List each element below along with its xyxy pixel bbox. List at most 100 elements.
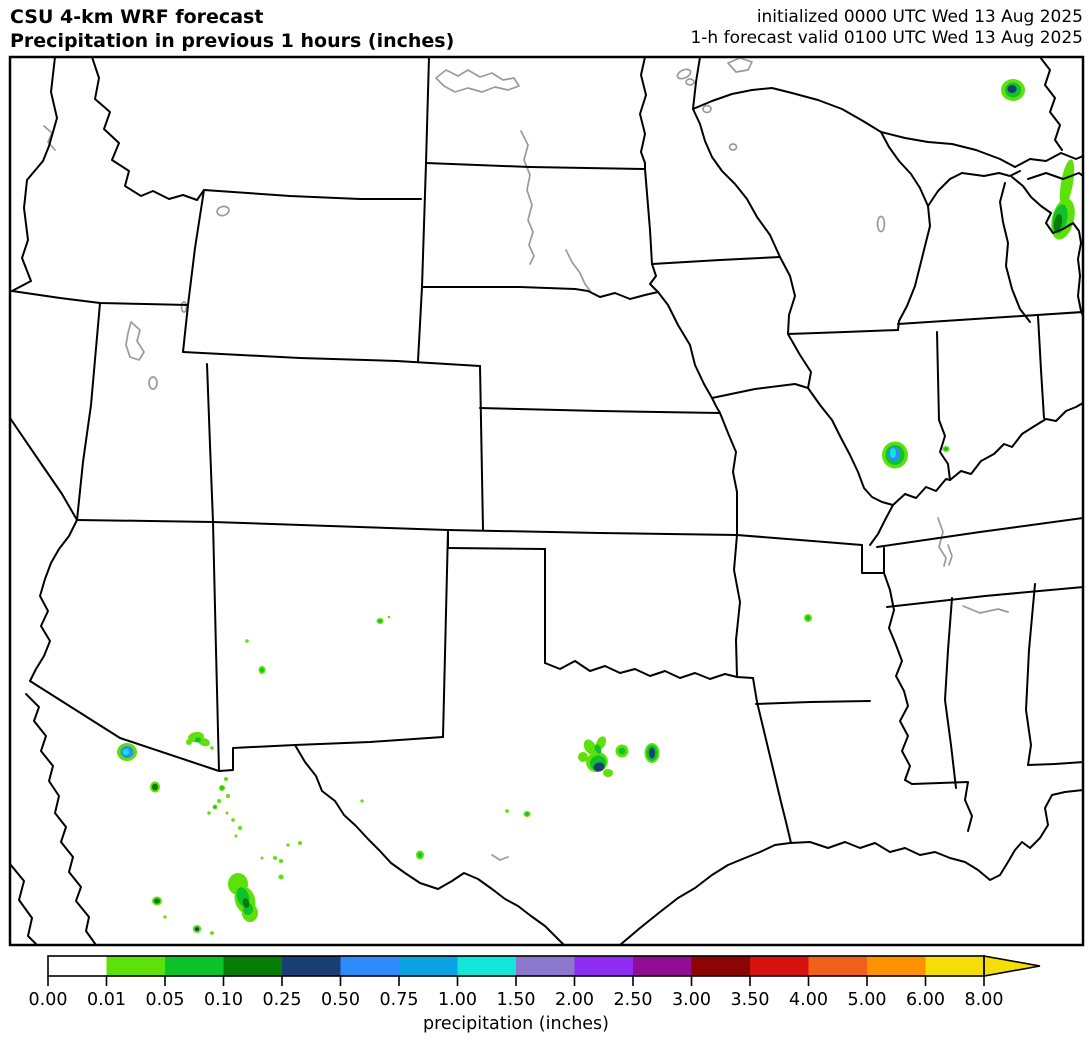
river-missouri-sd — [565, 249, 592, 293]
precip-cell — [220, 786, 224, 790]
state-border-path — [711, 383, 809, 399]
snake-river — [43, 125, 56, 151]
state-border-path — [442, 529, 449, 738]
precip-cell — [245, 639, 249, 643]
precip-cell — [224, 777, 228, 781]
state-border-path — [76, 519, 738, 536]
precip-cell — [260, 668, 264, 672]
colorbar-tick-label: 0.05 — [146, 990, 185, 1010]
colorbar-segment — [867, 956, 926, 976]
state-border-path — [1025, 583, 1036, 766]
lake-barkley — [947, 544, 953, 566]
mississippi-river-border — [779, 256, 894, 506]
state-border-path — [182, 351, 481, 367]
state-border-path — [447, 547, 546, 550]
precip-cell — [286, 843, 290, 847]
precip-cell — [1007, 85, 1017, 93]
colorbar-segment — [223, 956, 282, 976]
gulf-coastline — [619, 789, 1082, 944]
coastline-path — [11, 863, 38, 944]
colorbar-tick-label: 0.75 — [380, 990, 419, 1010]
colorbar-caption: precipitation (inches) — [422, 1014, 609, 1034]
colorbar-arrow — [983, 955, 1041, 977]
state-border-path — [1037, 315, 1045, 419]
state-border-path — [876, 517, 1082, 548]
map-frame — [8, 55, 1085, 947]
colorbar-tick-label: 2.00 — [555, 990, 594, 1010]
state-border-path — [1027, 761, 1082, 766]
coastline-path — [692, 58, 701, 110]
colorbar-tick-label: 3.50 — [731, 990, 770, 1010]
colorbar-tick-label: 0.25 — [263, 990, 302, 1010]
run-info: initialized 0000 UTC Wed 13 Aug 2025 1-h… — [690, 7, 1083, 49]
great-salt-lake — [125, 321, 145, 361]
colorbar-tick-label: 0.01 — [87, 990, 126, 1010]
kentucky-lake — [937, 517, 947, 567]
precip-cell — [122, 749, 130, 755]
init-time-line: initialized 0000 UTC Wed 13 Aug 2025 — [756, 7, 1083, 27]
precip-cell — [273, 856, 277, 860]
precip-cell — [154, 898, 160, 904]
lake-mille-lacs — [702, 104, 712, 114]
state-border-path — [417, 58, 430, 362]
coastline-path — [1027, 172, 1082, 180]
state-border-path — [752, 677, 792, 844]
precip-cell — [298, 841, 302, 845]
title-line-2: Precipitation in previous 1 hours (inche… — [10, 30, 455, 52]
coastline-path — [927, 172, 963, 207]
tennessee-river — [962, 605, 1009, 614]
colorbar-tick-label: 1.50 — [497, 990, 536, 1010]
state-border-path — [644, 168, 659, 293]
precip-cell — [195, 737, 201, 743]
river-fort-peck — [435, 69, 520, 93]
precip-cell — [578, 752, 588, 762]
colorbar-tick-label: 8.00 — [965, 990, 1004, 1010]
coastline-path — [25, 693, 97, 944]
river-missouri-nd — [520, 130, 535, 265]
colorbar-segment — [808, 956, 867, 976]
precip-cell — [278, 859, 284, 863]
precip-cell — [152, 783, 158, 791]
state-border-path — [479, 365, 484, 531]
colorbar-tick-label: 0.50 — [321, 990, 360, 1010]
precip-cell — [944, 447, 948, 451]
state-border-path — [203, 189, 422, 200]
state-border-path — [861, 544, 885, 574]
precip-cell — [186, 739, 192, 745]
colorbar-segment — [282, 956, 341, 976]
colorbar-segment — [574, 956, 633, 976]
state-border-path — [76, 302, 101, 521]
state-borders-layer — [11, 58, 1082, 944]
state-border-path — [736, 534, 863, 546]
precip-cell — [217, 799, 221, 803]
colorbar-segment — [48, 956, 107, 976]
rio-conchos — [491, 854, 509, 861]
colorbar-segment — [165, 956, 224, 976]
yellowstone-lake — [216, 205, 230, 217]
coastline-path — [1011, 176, 1082, 317]
coastline-path — [692, 87, 882, 133]
precip-layer — [117, 79, 1075, 935]
precip-cell — [226, 794, 230, 798]
coastline-path — [961, 170, 1021, 177]
colorbar-tick-label: 0.10 — [204, 990, 243, 1010]
precip-cell — [418, 852, 422, 858]
state-border-path — [425, 162, 646, 170]
state-border-path — [218, 744, 296, 772]
precip-cell — [210, 931, 214, 935]
title-line-1: CSU 4-km WRF forecast — [10, 6, 264, 28]
precip-cell — [231, 818, 235, 822]
precip-cell — [525, 812, 529, 816]
precip-cell — [806, 616, 810, 620]
precip-cell — [234, 834, 238, 838]
precip-cell — [207, 811, 211, 815]
state-border-path — [755, 700, 871, 705]
lake-winnebago — [876, 215, 886, 233]
precip-cell — [583, 739, 597, 755]
precip-cell — [603, 769, 613, 777]
state-border-path — [182, 189, 205, 353]
coastline-path — [999, 182, 1031, 323]
state-border-path — [692, 108, 781, 258]
state-border-path — [206, 363, 214, 523]
